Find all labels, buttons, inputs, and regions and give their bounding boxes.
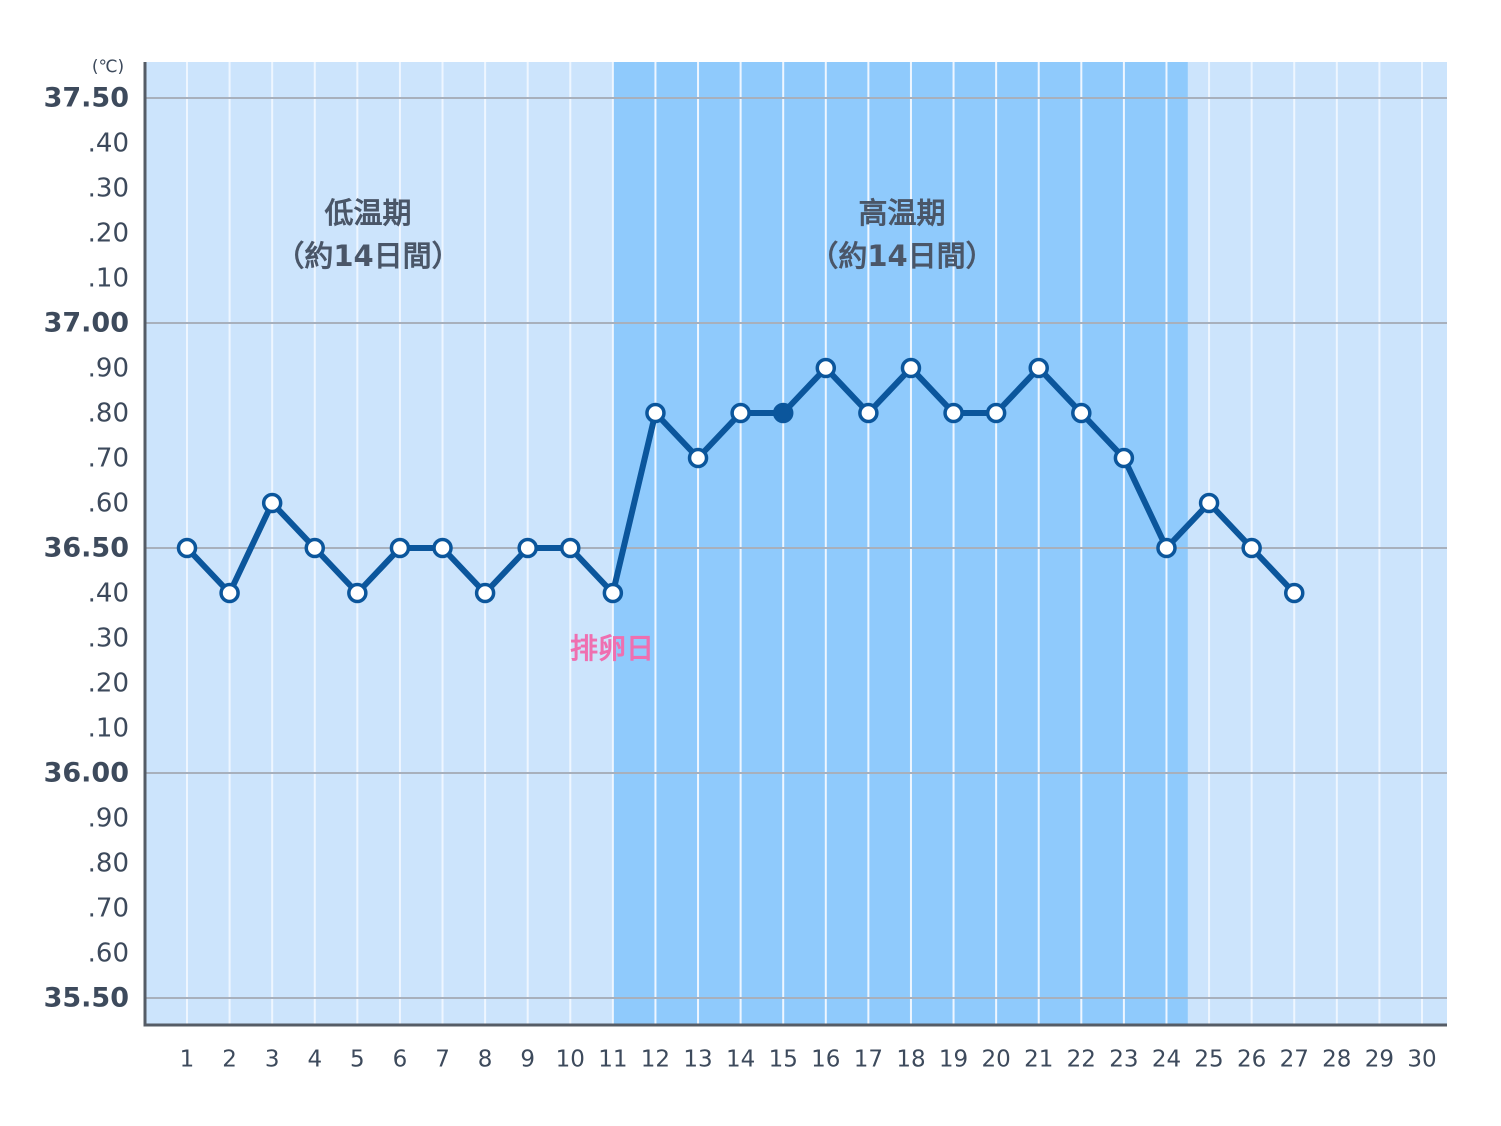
y-tick-label: .30 xyxy=(88,624,129,654)
y-tick-label: 36.00 xyxy=(44,758,129,789)
data-point xyxy=(1283,582,1305,604)
x-tick-label: 29 xyxy=(1365,1047,1394,1073)
y-tick-label: .10 xyxy=(88,264,129,294)
x-tick-label: 9 xyxy=(520,1047,535,1073)
x-tick-label: 14 xyxy=(726,1047,755,1073)
data-point xyxy=(517,537,538,559)
x-tick-label: 1 xyxy=(180,1047,195,1073)
x-tick-label: 6 xyxy=(393,1047,408,1073)
y-tick-label: .40 xyxy=(88,579,129,609)
y-tick-label: 37.00 xyxy=(44,308,129,339)
x-tick-label: 22 xyxy=(1067,1047,1096,1073)
y-tick-label: .60 xyxy=(88,489,129,519)
y-tick-label: .40 xyxy=(88,129,129,159)
data-point xyxy=(900,357,922,379)
data-point xyxy=(985,402,1007,424)
data-point xyxy=(645,402,666,424)
data-point xyxy=(730,402,751,424)
x-tick-label: 5 xyxy=(350,1047,365,1073)
x-tick-label: 16 xyxy=(811,1047,840,1073)
x-tick-label: 3 xyxy=(265,1047,280,1073)
x-tick-label: 23 xyxy=(1109,1047,1138,1073)
y-tick-label: .80 xyxy=(88,849,129,879)
x-tick-label: 4 xyxy=(307,1047,322,1073)
data-point xyxy=(1156,537,1177,559)
data-point xyxy=(474,582,496,604)
data-point xyxy=(432,537,453,559)
data-point xyxy=(347,582,368,604)
data-point xyxy=(943,402,964,424)
data-point xyxy=(1198,492,1220,514)
data-point xyxy=(815,357,837,379)
x-tick-label: 2 xyxy=(222,1047,237,1073)
data-point xyxy=(389,537,411,559)
unit-label: (℃) xyxy=(92,57,124,77)
x-tick-label: 11 xyxy=(598,1047,627,1073)
ovulation-label: 排卵日 xyxy=(570,632,654,665)
data-point xyxy=(1113,447,1135,469)
y-tick-label: .80 xyxy=(88,399,129,429)
x-tick-label: 13 xyxy=(683,1047,712,1073)
data-point xyxy=(1241,537,1262,559)
annotation: （約14日間） xyxy=(275,239,460,273)
x-tick-label: 7 xyxy=(435,1047,450,1073)
annotation: （約14日間） xyxy=(809,239,994,273)
x-tick-label: 19 xyxy=(939,1047,968,1073)
x-tick-label: 26 xyxy=(1237,1047,1266,1073)
data-point xyxy=(858,402,879,424)
x-tick-label: 10 xyxy=(556,1047,585,1073)
data-point xyxy=(304,537,326,559)
y-tick-label: .90 xyxy=(88,354,129,384)
y-tick-label: 37.50 xyxy=(44,83,129,114)
data-point xyxy=(1071,402,1092,424)
y-tick-label: .10 xyxy=(88,714,129,744)
y-tick-label: .90 xyxy=(88,804,129,834)
y-tick-label: 36.50 xyxy=(44,533,129,564)
y-tick-label: .20 xyxy=(88,219,129,249)
data-point xyxy=(772,402,794,424)
data-point xyxy=(219,582,240,604)
x-tick-label: 12 xyxy=(641,1047,670,1073)
data-point xyxy=(687,447,709,469)
data-point xyxy=(560,537,581,559)
x-tick-label: 21 xyxy=(1024,1047,1053,1073)
data-point xyxy=(1028,357,1049,379)
data-point xyxy=(261,492,283,514)
x-tick-label: 27 xyxy=(1280,1047,1309,1073)
x-tick-label: 28 xyxy=(1322,1047,1351,1073)
y-tick-label: 35.50 xyxy=(44,983,129,1014)
x-tick-label: 24 xyxy=(1152,1047,1181,1073)
x-tick-label: 18 xyxy=(896,1047,925,1073)
y-tick-label: .30 xyxy=(88,174,129,204)
data-point xyxy=(602,582,624,604)
y-tick-label: .70 xyxy=(88,444,129,474)
data-point xyxy=(176,537,198,559)
annotation: 高温期 xyxy=(858,196,945,230)
x-tick-label: 8 xyxy=(478,1047,493,1073)
x-tick-label: 20 xyxy=(981,1047,1010,1073)
annotation: 低温期 xyxy=(323,196,411,230)
y-tick-label: .60 xyxy=(88,939,129,969)
x-tick-label: 30 xyxy=(1407,1047,1436,1073)
y-tick-label: .70 xyxy=(88,894,129,924)
x-tick-label: 17 xyxy=(854,1047,883,1073)
x-tick-label: 25 xyxy=(1194,1047,1223,1073)
shaded-range xyxy=(612,62,1188,1025)
x-tick-label: 15 xyxy=(769,1047,798,1073)
y-tick-label: .20 xyxy=(88,669,129,699)
